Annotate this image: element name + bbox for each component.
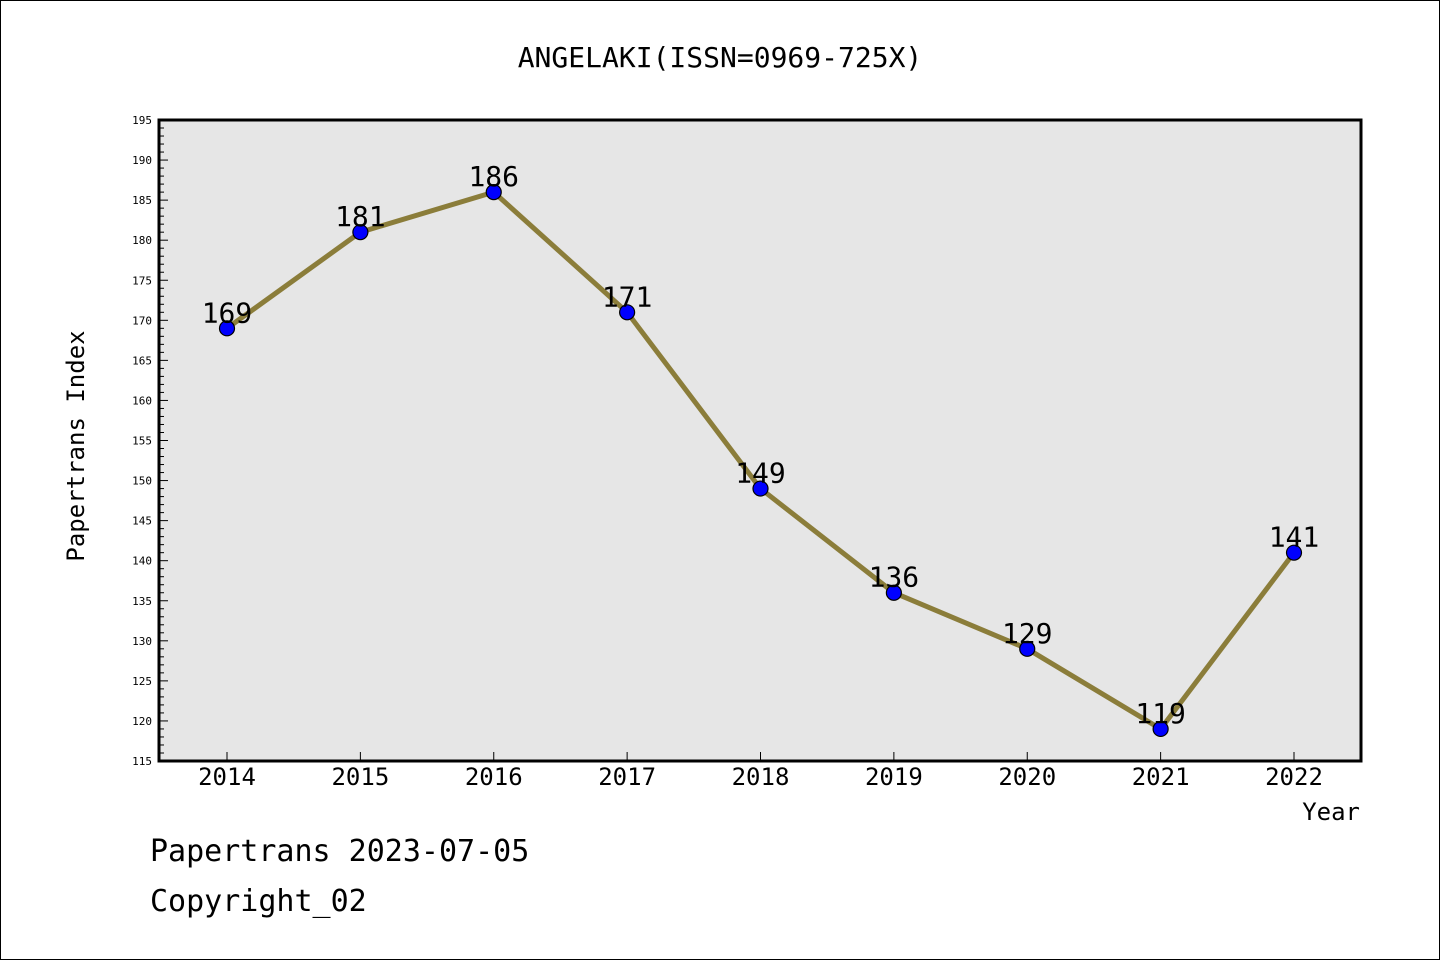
x-tick-label: 2021 xyxy=(1132,763,1190,791)
x-tick-label: 2017 xyxy=(598,763,656,791)
y-tick-label: 125 xyxy=(132,675,152,688)
data-label: 186 xyxy=(468,160,519,193)
data-point xyxy=(1285,544,1303,561)
data-label: 181 xyxy=(335,200,386,233)
data-point xyxy=(752,480,769,497)
data-point xyxy=(885,584,902,601)
x-tick-label: 2016 xyxy=(465,763,523,791)
data-label: 141 xyxy=(1269,521,1320,554)
data-point xyxy=(619,304,636,321)
x-axis-label: Year xyxy=(1302,798,1360,826)
x-tick-label: 2014 xyxy=(198,763,256,791)
y-tick-label: 160 xyxy=(132,394,152,407)
data-label: 129 xyxy=(1002,617,1053,650)
y-tick-label: 195 xyxy=(132,114,152,127)
y-tick-label: 170 xyxy=(132,314,152,327)
data-label: 171 xyxy=(602,280,653,313)
y-tick-label: 145 xyxy=(132,515,152,528)
y-axis-ticks: 115 120 125 130 135 140 145 150 155 160 165 170 175 1… xyxy=(132,114,168,768)
data-label: 136 xyxy=(869,561,920,594)
y-tick-label: 130 xyxy=(132,635,152,648)
x-axis-ticks: 2014 2015 2016 2017 2018 2019 2020 2021 2022 xyxy=(198,752,1323,791)
data-label: 169 xyxy=(202,296,253,329)
x-tick-label: 2019 xyxy=(865,763,923,791)
data-point xyxy=(1152,720,1169,738)
y-tick-label: 185 xyxy=(132,194,152,207)
footer-date: Papertrans 2023-07-05 xyxy=(150,834,530,869)
x-tick-label: 2022 xyxy=(1265,763,1323,791)
y-tick-label: 140 xyxy=(132,555,152,568)
data-point xyxy=(218,320,236,337)
y-tick-label: 135 xyxy=(132,595,152,608)
series-group: 169 181 186 171 149 136 129 119 141 xyxy=(202,160,1320,738)
x-tick-label: 2020 xyxy=(998,763,1056,791)
x-tick-label: 2018 xyxy=(732,763,790,791)
data-point xyxy=(485,184,502,201)
footer-copyright: Copyright_02 xyxy=(150,884,367,919)
chart-title: ANGELAKI(ISSN=0969-725X) xyxy=(518,41,923,74)
y-tick-label: 155 xyxy=(132,435,152,448)
y-tick-label: 120 xyxy=(132,715,152,728)
data-label: 119 xyxy=(1135,697,1186,730)
y-axis-label: Papertrans Index xyxy=(62,330,90,561)
y-tick-label: 190 xyxy=(132,154,152,167)
y-tick-label: 180 xyxy=(132,234,152,247)
data-label: 149 xyxy=(735,457,786,490)
y-tick-label: 115 xyxy=(132,755,152,768)
y-tick-label: 165 xyxy=(132,354,152,367)
x-tick-label: 2015 xyxy=(331,763,389,791)
data-point xyxy=(352,224,369,241)
y-tick-label: 175 xyxy=(132,274,152,287)
y-tick-label: 150 xyxy=(132,475,152,488)
data-point xyxy=(1019,640,1036,657)
